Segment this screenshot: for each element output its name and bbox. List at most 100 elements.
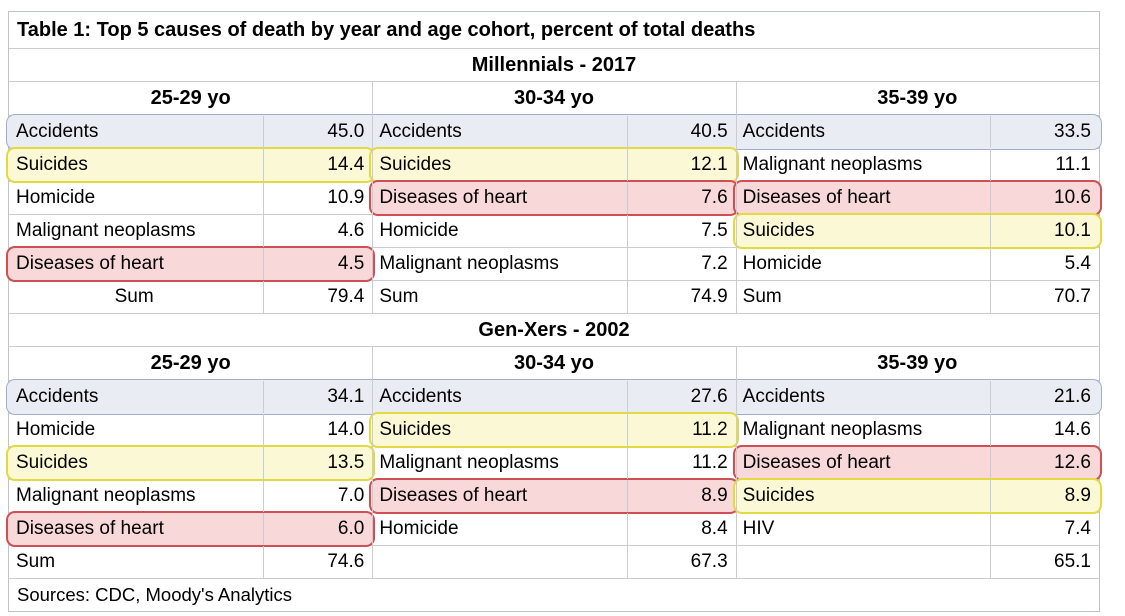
cause-cell: Malignant neoplasms [16, 220, 196, 241]
table-row: Malignant neoplasms 7.0 [9, 480, 373, 513]
table-row: Homicide 14.0 [9, 414, 373, 447]
value-cell: 45.0 [263, 116, 372, 148]
table-figure: Table 1: Top 5 causes of death by year a… [5, 11, 1103, 612]
cohort-group-25-29: 25-29 yo Accidents 45.0 Suicides 14.4 Ho… [5, 82, 376, 314]
sum-row: Sum 79.4 [9, 281, 373, 314]
age-cohort-header: 35-39 yo [735, 347, 1099, 381]
sum-row: Sum 74.9 [372, 281, 736, 314]
table-row: Homicide 10.9 [9, 182, 373, 215]
value-cell: 7.6 [626, 182, 736, 214]
cohort-group-35-39: 35-39 yo Accidents 33.5 Malignant neopla… [732, 82, 1103, 314]
section-header-millennials: Millennials - 2017 [9, 49, 1099, 82]
table-row: Suicides 8.9 [732, 478, 1103, 514]
age-cohort-header: 30-34 yo [372, 347, 736, 381]
cause-cell: Homicide [379, 518, 459, 539]
sum-row: Sum 74.6 [9, 546, 373, 579]
table-row: Accidents 33.5 [735, 114, 1103, 150]
value-cell: 4.6 [263, 215, 372, 247]
table-row: Accidents 45.0 [5, 114, 373, 150]
value-cell: 7.4 [990, 513, 1099, 545]
section-header-genxers: Gen-Xers - 2002 [9, 314, 1099, 347]
table-title: Table 1: Top 5 causes of death by year a… [9, 12, 1099, 49]
table-row: Malignant neoplasms 14.6 [735, 414, 1099, 447]
table-row: Diseases of heart 4.5 [5, 246, 376, 282]
value-cell: 11.2 [626, 447, 736, 479]
value-cell: 27.6 [626, 381, 736, 413]
value-cell: 7.2 [626, 248, 736, 280]
sum-value-cell: 74.6 [263, 546, 372, 578]
cause-cell: Accidents [379, 386, 462, 407]
sum-label-cell [736, 546, 990, 578]
cause-cell: HIV [742, 518, 775, 539]
cause-cell: Accidents [742, 386, 826, 407]
age-cohort-header: 35-39 yo [735, 82, 1099, 116]
table-row: Malignant neoplasms 7.2 [372, 248, 736, 281]
table-row: Diseases of heart 12.6 [732, 445, 1103, 481]
value-cell: 7.0 [263, 480, 372, 512]
value-cell: 14.0 [263, 414, 372, 446]
cause-cell: Diseases of heart [16, 253, 164, 274]
value-cell: 10.6 [990, 182, 1099, 214]
table-row: Malignant neoplasms 4.6 [9, 215, 373, 248]
table-row: Diseases of heart 6.0 [5, 511, 376, 547]
cause-cell: Suicides [379, 154, 452, 175]
cause-cell: Homicide [16, 187, 96, 208]
sum-value-cell: 65.1 [990, 546, 1099, 578]
sum-label-cell: Sum [379, 286, 419, 307]
value-cell: 5.4 [990, 248, 1099, 280]
genxers-groups: 25-29 yo Accidents 34.1 Homicide 14.0 Su… [5, 347, 1103, 579]
group-divider [735, 82, 737, 314]
sum-row: 65.1 [735, 546, 1099, 579]
age-cohort-header: 25-29 yo [9, 82, 373, 116]
value-cell: 8.9 [990, 480, 1099, 512]
age-cohort-header: 25-29 yo [9, 347, 373, 381]
cause-cell: Suicides [16, 154, 88, 175]
table-row: Suicides 10.1 [732, 213, 1103, 249]
cause-cell: Malignant neoplasms [742, 154, 923, 175]
value-cell: 14.6 [990, 414, 1099, 446]
cause-cell: Homicide [16, 419, 96, 440]
cause-cell: Diseases of heart [16, 518, 164, 539]
value-cell: 7.5 [626, 215, 736, 247]
value-cell: 12.6 [990, 447, 1099, 479]
cause-cell: Accidents [16, 386, 99, 407]
group-divider [372, 347, 374, 579]
value-cell: 10.9 [263, 182, 372, 214]
sum-label-cell: Sum [742, 286, 782, 307]
group-divider [735, 347, 737, 579]
table-row: Malignant neoplasms 11.1 [735, 149, 1099, 182]
millennials-groups: 25-29 yo Accidents 45.0 Suicides 14.4 Ho… [5, 82, 1103, 314]
table-row: Suicides 13.5 [5, 445, 376, 481]
sum-row: 67.3 [372, 546, 736, 579]
value-cell: 11.1 [990, 149, 1099, 181]
cohort-group-35-39: 35-39 yo Accidents 21.6 Malignant neopla… [732, 347, 1103, 579]
table-row: Suicides 11.2 [369, 412, 739, 448]
cause-cell: Suicides [16, 452, 88, 473]
value-cell: 12.1 [626, 149, 736, 181]
cause-cell: Malignant neoplasms [379, 452, 559, 473]
value-cell: 8.9 [626, 480, 736, 512]
sources-note: Sources: CDC, Moody's Analytics [17, 584, 292, 605]
cohort-group-30-34: 30-34 yo Accidents 40.5 Suicides 12.1 Di… [369, 82, 739, 314]
value-cell: 10.1 [990, 215, 1099, 247]
cause-cell: Diseases of heart [379, 187, 528, 208]
cause-cell: Homicide [379, 220, 459, 241]
cohort-group-30-34: 30-34 yo Accidents 27.6 Suicides 11.2 Ma… [369, 347, 739, 579]
sum-value-cell: 74.9 [626, 281, 736, 313]
table-row: Diseases of heart 7.6 [369, 180, 739, 216]
value-cell: 8.4 [626, 513, 736, 545]
cause-cell: Suicides [379, 419, 452, 440]
table-row: Diseases of heart 10.6 [732, 180, 1103, 216]
cause-cell: Diseases of heart [742, 452, 891, 473]
sum-value-cell: 79.4 [263, 281, 372, 313]
table-row: Homicide 7.5 [372, 215, 736, 248]
table-row: Malignant neoplasms 11.2 [372, 447, 736, 480]
cause-cell: Suicides [742, 220, 815, 241]
value-cell: 4.5 [263, 248, 372, 280]
table-row: Suicides 12.1 [369, 147, 739, 183]
table-row: Homicide 5.4 [735, 248, 1099, 281]
sum-label-cell [372, 546, 626, 578]
cause-cell: Accidents [379, 121, 462, 142]
cause-cell: Accidents [742, 121, 826, 142]
value-cell: 11.2 [626, 414, 736, 446]
